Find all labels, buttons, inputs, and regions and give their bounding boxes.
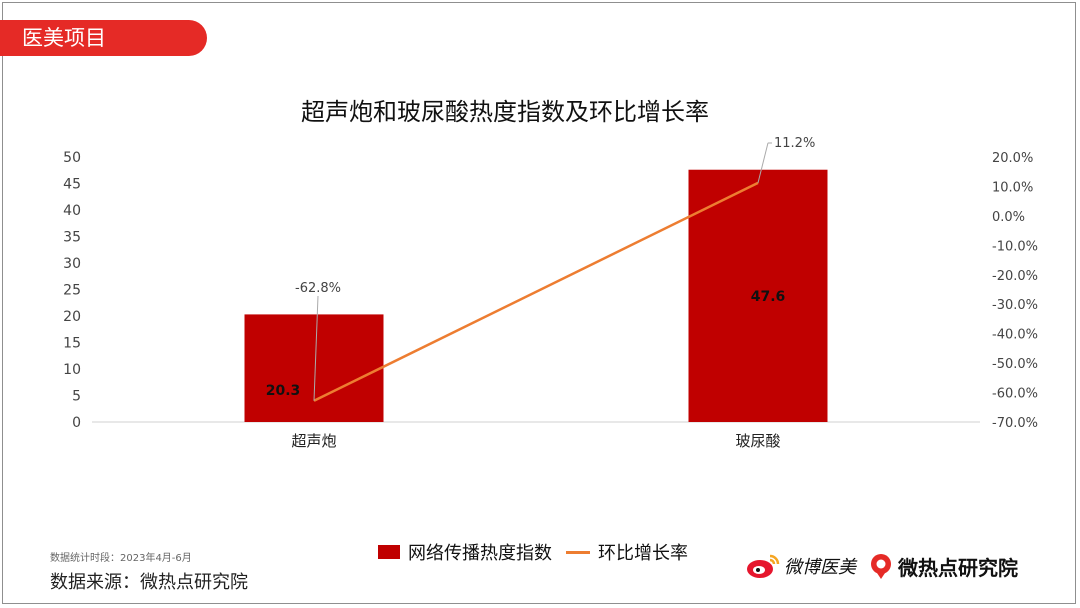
left-axis-tick-label: 45: [63, 177, 81, 193]
bar-value-label: 20.3: [266, 383, 301, 399]
chart-title: 超声炮和玻尿酸热度指数及环比增长率: [301, 98, 709, 126]
right-axis-tick-label: -40.0%: [992, 328, 1038, 343]
section-tag: 医美项目: [0, 20, 207, 56]
data-source: 数据来源：微热点研究院: [50, 572, 248, 593]
left-axis-tick-label: 15: [63, 336, 81, 352]
left-axis-tick-label: 5: [72, 389, 81, 405]
weibo-brand: 微博医美: [746, 551, 856, 581]
growth-rate-line: [313, 181, 759, 402]
right-axis-tick-label: 10.0%: [992, 180, 1033, 195]
right-axis-tick-label: 20.0%: [992, 151, 1033, 166]
left-axis-tick-label: 50: [63, 150, 81, 166]
left-axis-tick-label: 30: [63, 256, 81, 272]
leader-line: [757, 142, 772, 184]
right-axis-tick-label: 0.0%: [992, 210, 1025, 225]
right-axis-tick-label: -70.0%: [992, 416, 1038, 431]
left-axis-tick-label: 20: [63, 309, 81, 325]
chart-legend: 网络传播热度指数 环比增长率: [378, 540, 688, 564]
wrd-brand: 微热点研究院: [868, 551, 1018, 581]
left-axis-tick-label: 25: [63, 283, 81, 299]
bar-1: [244, 314, 384, 422]
left-axis-tick-label: 0: [72, 415, 81, 431]
line-value-label: -62.8%: [295, 281, 341, 296]
left-axis-tick-label: 40: [63, 203, 81, 219]
right-axis-tick-label: -60.0%: [992, 387, 1038, 402]
bar-2: [688, 169, 828, 422]
right-axis-tick-label: -20.0%: [992, 269, 1038, 284]
wrd-logo-icon: [871, 554, 891, 579]
x-axis-category-label: 玻尿酸: [735, 432, 780, 450]
bar-value-label: 47.6: [751, 289, 786, 305]
left-axis-tick-label: 10: [63, 362, 81, 378]
section-tag-label: 医美项目: [22, 26, 106, 50]
legend-line-label: 环比增长率: [598, 543, 688, 564]
left-axis-tick-label: 35: [63, 230, 81, 246]
x-axis-category-label: 超声炮: [291, 432, 336, 450]
legend-bar-label: 网络传播热度指数: [408, 543, 552, 564]
right-axis-tick-label: -30.0%: [992, 298, 1038, 313]
wrd-brand-label: 微热点研究院: [898, 555, 1018, 580]
line-value-label: 11.2%: [774, 136, 815, 151]
legend-line-swatch: [566, 550, 590, 554]
legend-bar-swatch: [378, 545, 400, 559]
right-axis-tick-label: -10.0%: [992, 239, 1038, 254]
weibo-brand-label: 微博医美: [784, 557, 856, 578]
period-note: 数据统计时段：2023年4月-6月: [50, 553, 192, 564]
right-axis-tick-label: -50.0%: [992, 357, 1038, 372]
weibo-logo-icon: [747, 554, 780, 578]
leader-line: [313, 295, 319, 401]
